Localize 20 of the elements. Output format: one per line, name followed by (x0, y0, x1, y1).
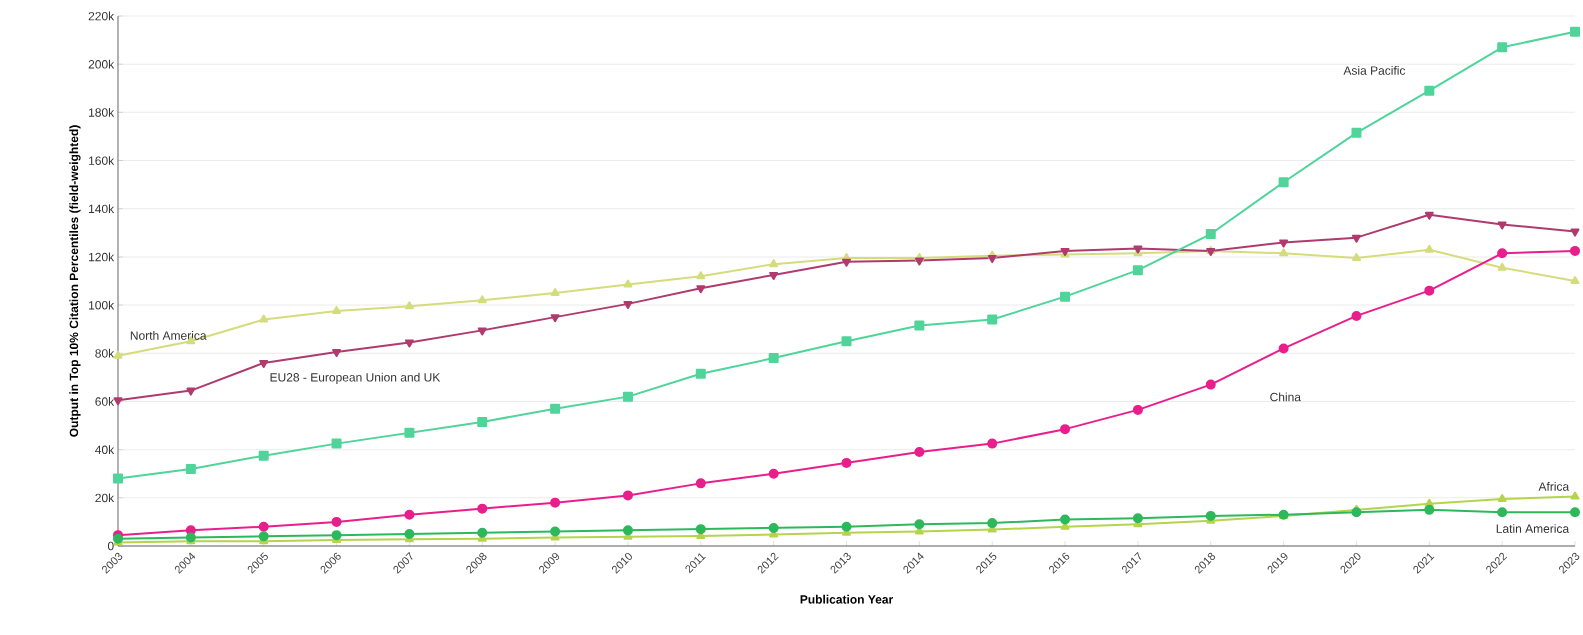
y-tick-label: 180k (89, 107, 115, 117)
y-tick-label: 220k (88, 11, 115, 21)
y-tick-label: 120k (89, 252, 115, 262)
series-label: Asia Pacific (1343, 66, 1406, 75)
y-tick-label: 100k (89, 300, 115, 310)
text: China (1270, 392, 1301, 402)
y-tick-label: 200k (88, 59, 115, 69)
y-tick-label: 20k (95, 493, 115, 503)
x-axis-title: Publication Year (800, 594, 894, 604)
y-tick-label: 80k (95, 348, 115, 358)
y-tick-label: 60k (95, 397, 115, 406)
series-label: North America (130, 331, 207, 340)
y-tick-label: 0 (107, 541, 114, 551)
series-label: Latin America (1496, 524, 1570, 533)
series-label: EU28 - European Union and UK (270, 372, 441, 384)
y-tick-label: 140k (89, 204, 115, 214)
y-tick-label: 160k (89, 156, 115, 165)
y-axis-title: Output in Top 10% Citation Percentiles (field-weighted) (69, 125, 81, 437)
y-tick-label: 40k (95, 445, 115, 455)
series-label: Africa (1538, 481, 1570, 491)
